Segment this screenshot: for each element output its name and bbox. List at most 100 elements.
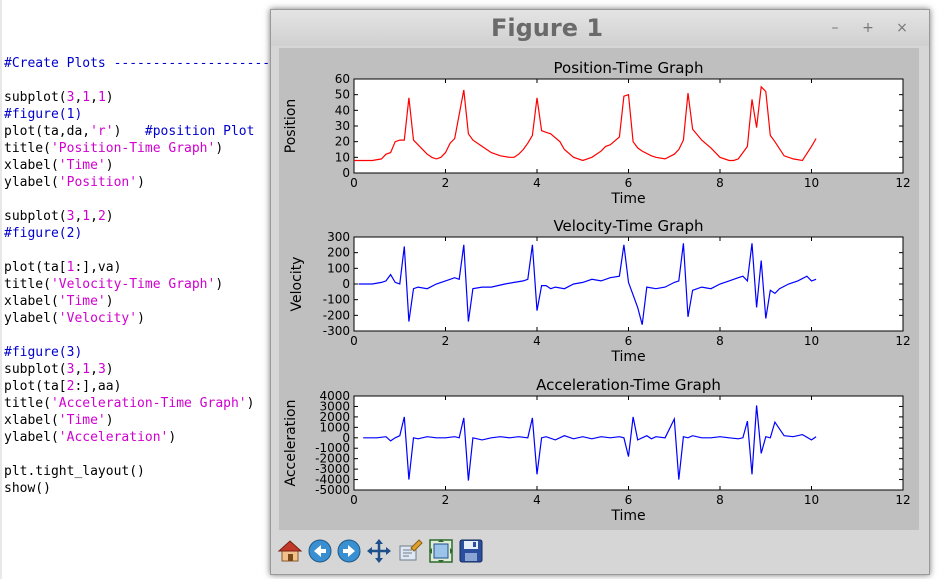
x-tick-label: 2: [442, 493, 450, 507]
code-token: :],aa): [74, 379, 122, 394]
plot-area: [353, 395, 904, 491]
y-axis-label: Acceleration: [283, 400, 299, 487]
chart-title: Acceleration-Time Graph: [536, 376, 721, 394]
code-token: ): [105, 362, 114, 377]
code-token: show(): [4, 481, 51, 496]
y-tick-label: 4000: [319, 389, 350, 403]
code-token: 1: [82, 90, 91, 105]
code-token: ): [105, 413, 114, 428]
code-line: #figure(2): [4, 225, 82, 242]
y-tick-label: 2000: [319, 410, 350, 424]
code-line: subplot(3,1,2): [4, 208, 114, 225]
code-token: ,: [90, 90, 98, 105]
code-token: 1: [82, 209, 91, 224]
y-tick-label: -200: [323, 308, 350, 322]
chart-title: Position-Time Graph: [554, 59, 704, 77]
code-line: #figure(1): [4, 106, 82, 123]
x-tick-label: 6: [625, 176, 633, 190]
code-token: 'Velocity-Time Graph': [50, 277, 216, 292]
code-token: 'r': [90, 124, 114, 139]
figure-canvas[interactable]: Position-Time Graph 0 2 4 6 8 10 12 0 10 20 30 40 50 6…: [279, 48, 919, 530]
code-token: ,: [90, 209, 98, 224]
code-line: xlabel('Time'): [4, 157, 114, 174]
code-token: ): [137, 175, 145, 190]
x-tick-label: 4: [533, 334, 541, 348]
code-token: #figure(3): [4, 345, 83, 360]
y-tick-label: -5000: [315, 483, 350, 497]
save-floppy-icon[interactable]: [458, 538, 484, 564]
code-token: ylabel(: [4, 175, 59, 190]
y-tick-label: 20: [335, 135, 350, 149]
x-axis-label: Time: [610, 349, 645, 365]
editor-gutter: [0, 0, 2, 579]
code-token: subplot(: [4, 209, 67, 224]
code-token: #Create Plots ---------------------: [4, 56, 278, 71]
window-title: Figure 1: [490, 14, 604, 42]
code-token: plot(ta[: [4, 260, 67, 275]
code-token: 'Time': [58, 294, 106, 309]
navigation-toolbar: [275, 536, 925, 570]
code-line: show(): [4, 480, 51, 497]
code-token: 'Position': [58, 175, 138, 190]
back-arrow-icon[interactable]: [307, 538, 333, 564]
code-token: ,: [74, 362, 83, 377]
code-token: 'Position-Time Graph': [50, 141, 216, 156]
code-line: ylabel('Acceleration'): [4, 429, 176, 446]
series-line: [354, 85, 817, 162]
code-token: 'Time': [58, 158, 106, 173]
x-tick-label: 6: [625, 493, 633, 507]
code-token: 'Acceleration': [58, 430, 169, 445]
figure-window[interactable]: Figure 1 – + × Position-Time Graph 0 2 4 6 8 1…: [270, 9, 930, 575]
code-line: xlabel('Time'): [4, 293, 114, 310]
code-token: #figure(1): [4, 107, 83, 122]
x-tick-label: 0: [350, 334, 358, 348]
y-tick-label: -1000: [315, 441, 350, 455]
y-tick-label: -2000: [315, 452, 350, 466]
code-token: xlabel(: [4, 294, 59, 309]
y-axis-label: Velocity: [289, 257, 305, 312]
x-tick-label: 8: [716, 334, 724, 348]
code-token: title(: [4, 277, 51, 292]
code-token: #position Plot: [144, 124, 255, 139]
chart-title: Velocity-Time Graph: [553, 217, 703, 235]
pan-move-icon[interactable]: [366, 538, 392, 564]
close-button[interactable]: ×: [896, 20, 908, 36]
zoom-to-rect-icon[interactable]: [397, 538, 423, 564]
code-token: 3: [66, 362, 75, 377]
code-token: subplot(: [4, 362, 67, 377]
code-token: 2: [66, 379, 75, 394]
code-token: ): [113, 124, 145, 139]
code-token: 3: [97, 362, 106, 377]
code-line: ylabel('Velocity'): [4, 310, 145, 327]
code-token: 3: [66, 209, 75, 224]
code-token: ylabel(: [4, 311, 59, 326]
code-token: ): [137, 311, 145, 326]
x-tick-label: 12: [895, 334, 910, 348]
x-tick-label: 2: [442, 334, 450, 348]
code-line: xlabel('Time'): [4, 412, 114, 429]
configure-subplots-icon[interactable]: [428, 538, 454, 564]
y-tick-label: 0: [342, 431, 350, 445]
code-token: 1: [97, 90, 106, 105]
x-tick-label: 2: [442, 176, 450, 190]
window-titlebar[interactable]: Figure 1 – + ×: [271, 10, 929, 46]
forward-arrow-icon[interactable]: [336, 538, 362, 564]
maximize-button[interactable]: +: [862, 20, 874, 36]
x-tick-label: 6: [625, 334, 633, 348]
series-line: [358, 243, 817, 325]
code-token: plot(ta[: [4, 379, 67, 394]
code-line: #Create Plots ---------------------: [4, 55, 278, 72]
y-tick-label: 1000: [319, 420, 350, 434]
x-tick-label: 8: [716, 176, 724, 190]
code-token: #figure(2): [4, 226, 83, 241]
home-icon[interactable]: [277, 538, 303, 564]
code-token: subplot(: [4, 90, 67, 105]
y-tick-label: 50: [335, 88, 350, 102]
y-tick-label: -4000: [315, 473, 350, 487]
code-token: 'Acceleration-Time Graph': [50, 396, 247, 411]
x-tick-label: 0: [350, 493, 358, 507]
code-token: 1: [66, 260, 75, 275]
code-token: ): [215, 141, 224, 156]
minimize-button[interactable]: –: [831, 20, 839, 36]
